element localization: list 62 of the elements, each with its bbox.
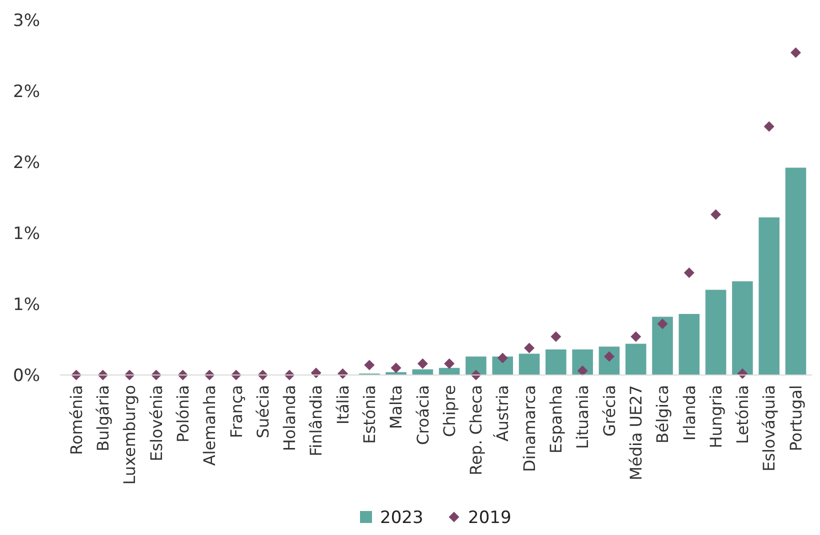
bar [518, 354, 540, 375]
x-tick-label: Roménia [66, 385, 86, 456]
bar [466, 356, 486, 375]
x-tick-label: Chipre [440, 385, 459, 437]
x-tick-label: Média UE27 [626, 385, 646, 480]
point [417, 358, 428, 369]
x-tick-label: Holanda [280, 385, 300, 452]
x-tick-label: Malta [386, 385, 406, 430]
x-tick-label: Grécia [600, 385, 619, 437]
point [444, 358, 455, 369]
point [577, 366, 588, 376]
point [710, 209, 722, 220]
bar [785, 168, 806, 375]
x-tick-label: França [226, 385, 246, 438]
x-tick-label: Irlanda [680, 385, 699, 441]
x-tick-label: Dinamarca [520, 385, 539, 472]
x-tick-label: Eslovénia [146, 385, 166, 462]
point [390, 362, 402, 374]
y-tick-label: 2% [13, 82, 40, 102]
point [790, 47, 801, 58]
bar [705, 290, 726, 375]
point [657, 318, 668, 330]
x-tick-label: Portugal [786, 385, 806, 452]
x-tick-label: Espanha [546, 385, 566, 454]
bar [758, 217, 780, 375]
y-tick-label: 2% [13, 152, 40, 173]
point [630, 331, 642, 342]
bar [438, 368, 460, 375]
x-tick-label: Rep. Checa [466, 385, 486, 476]
x-tick-label: Estónia [360, 385, 379, 444]
legend-label: 2023 [380, 508, 424, 528]
x-tick-label: Itália [333, 385, 352, 424]
y-tick-label: 1% [13, 294, 40, 315]
x-tick-label: Lituania [573, 385, 592, 449]
y-tick-label: 3% [13, 10, 40, 31]
y-tick-label: 0% [13, 366, 40, 386]
bar [652, 316, 673, 375]
legend-label: 2019 [468, 508, 512, 528]
x-tick-label: Luxemburgo [120, 385, 140, 485]
x-tick-label: Hungria [706, 385, 726, 448]
bar [546, 349, 566, 375]
x-tick-label: Croácia [413, 385, 432, 446]
x-tick-label: Bélgica [653, 385, 672, 444]
x-tick-label: Áustria [493, 385, 512, 442]
y-tick-label: 1% [13, 224, 40, 244]
point [497, 352, 508, 364]
x-tick-label: Eslováquia [760, 385, 779, 472]
x-tick-label: Letónia [733, 385, 752, 444]
x-tick-label: Alemanha [200, 385, 220, 466]
x-tick-label: Suécia [253, 385, 272, 438]
point [764, 121, 774, 132]
point [684, 268, 694, 278]
x-tick-label: Bulgária [94, 385, 113, 452]
bar [732, 281, 753, 375]
bar [598, 346, 620, 375]
point [550, 331, 562, 342]
x-tick-label: Finlândia [306, 385, 326, 456]
bar [625, 344, 646, 375]
bar [678, 314, 700, 375]
point [524, 342, 535, 354]
x-tick-label: Polónia [173, 385, 192, 442]
point [364, 360, 375, 370]
